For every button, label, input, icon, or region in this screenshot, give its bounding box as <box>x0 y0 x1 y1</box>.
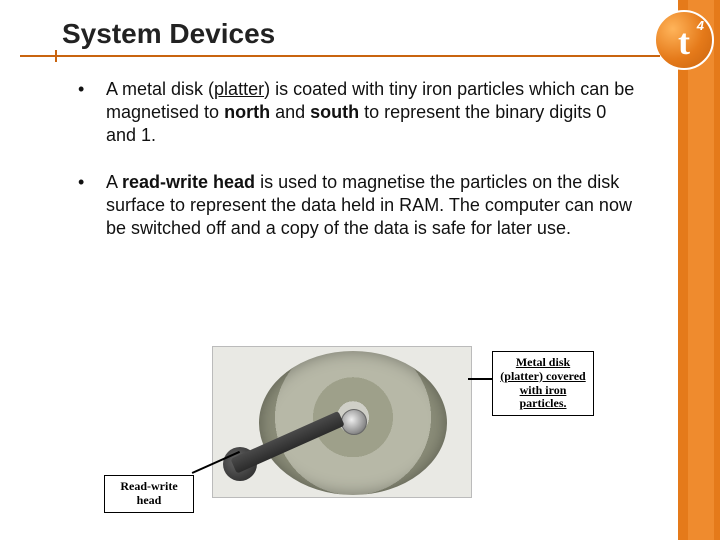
brand-logo-circle: t 4 <box>654 10 714 70</box>
callout-connector-right <box>468 378 494 380</box>
page-title: System Devices <box>62 18 275 50</box>
body-content: • A metal disk (platter) is coated with … <box>78 78 638 264</box>
bullet-marker: • <box>78 171 106 240</box>
brand-logo: t 4 <box>654 10 714 70</box>
bullet-item: • A metal disk (platter) is coated with … <box>78 78 638 147</box>
text-bold: read-write head <box>122 172 255 192</box>
bullet-text: A metal disk (platter) is coated with ti… <box>106 78 638 147</box>
callout-platter: Metal disk (platter) covered with iron p… <box>492 351 594 416</box>
right-accent-bar <box>678 0 720 540</box>
text-bold: north <box>224 102 270 122</box>
brand-logo-letter: t <box>678 24 690 60</box>
right-accent-bar-inner <box>688 0 714 540</box>
text-run: and <box>270 102 310 122</box>
bullet-item: • A read-write head is used to magnetise… <box>78 171 638 240</box>
bullet-text: A read-write head is used to magnetise t… <box>106 171 638 240</box>
bullet-marker: • <box>78 78 106 147</box>
callout-line: Read-write <box>111 480 187 494</box>
text-run: A <box>106 172 122 192</box>
text-bold: south <box>310 102 359 122</box>
title-tick <box>55 50 57 62</box>
title-underline <box>20 55 660 57</box>
hard-disk-figure <box>212 346 472 498</box>
text-run: A metal disk ( <box>106 79 214 99</box>
callout-read-write-head: Read-write head <box>104 475 194 513</box>
brand-logo-superscript: 4 <box>697 18 704 33</box>
text-underlined: platter <box>214 79 264 99</box>
disk-spindle-icon <box>341 409 367 435</box>
callout-line: head <box>111 494 187 508</box>
